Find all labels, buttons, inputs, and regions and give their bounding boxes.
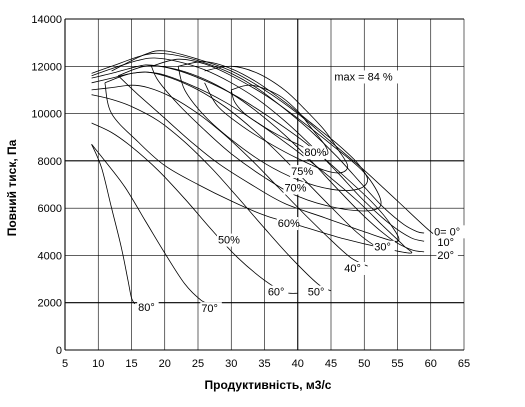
x-tick-label: 45 bbox=[325, 358, 337, 370]
annotation-bg bbox=[266, 285, 289, 299]
annotation-label: 50° bbox=[308, 287, 325, 299]
x-tick-label: 55 bbox=[391, 358, 403, 370]
x-tick-label: 5 bbox=[62, 358, 68, 370]
annotation-label: 70% bbox=[284, 183, 306, 195]
y-tick-label: 12000 bbox=[31, 61, 62, 73]
annotation-label: 75% bbox=[291, 166, 313, 178]
x-axis-title: Продуктивність, м3/с bbox=[205, 378, 332, 392]
x-tick-label: 30 bbox=[225, 358, 237, 370]
series-line bbox=[111, 50, 438, 236]
efficiency-contour bbox=[230, 84, 329, 156]
y-axis-title: Повний тиск, Па bbox=[5, 139, 19, 236]
annotation-label: 30° bbox=[374, 242, 391, 254]
y-tick-label: 2000 bbox=[38, 298, 62, 310]
x-tick-label: 40 bbox=[292, 358, 304, 370]
efficiency-contour bbox=[104, 71, 413, 254]
y-tick-label: 14000 bbox=[31, 14, 62, 26]
annotation-label: 10° bbox=[437, 237, 454, 249]
efficiency-contour bbox=[151, 58, 382, 212]
x-tick-label: 25 bbox=[192, 358, 204, 370]
annotation-label: 60% bbox=[278, 218, 300, 230]
y-tick-label: 6000 bbox=[38, 203, 62, 215]
annotation-bg bbox=[290, 165, 312, 179]
x-tick-label: 20 bbox=[159, 358, 171, 370]
efficiency-contour bbox=[177, 61, 369, 191]
annotation-label: 80% bbox=[304, 147, 326, 159]
annotation-bg bbox=[303, 146, 325, 160]
axis-ticks: 5 10 15 20 25 30 35 40 45 50 55 60 65 0 2000 4000 6000 80… bbox=[31, 14, 470, 370]
x-tick-label: 15 bbox=[125, 358, 137, 370]
y-tick-label: 0 bbox=[56, 345, 62, 357]
annotation-bg bbox=[433, 225, 468, 239]
annotation-label: 20° bbox=[437, 250, 454, 262]
annotation-label: 70° bbox=[201, 303, 218, 315]
annotation-bg bbox=[436, 235, 458, 249]
series-line bbox=[91, 57, 425, 242]
series-line bbox=[91, 52, 425, 234]
annotations: max = 84 % 80% 75% 70% 60% 50% 0= 0°10°20° 30° 4… bbox=[137, 70, 468, 316]
x-tick-label: 60 bbox=[425, 358, 437, 370]
series-line bbox=[91, 144, 136, 305]
x-tick-label: 50 bbox=[358, 358, 370, 370]
x-tick-label: 35 bbox=[258, 358, 270, 370]
annotation-label: 50% bbox=[218, 235, 240, 247]
annotation-bg bbox=[137, 300, 159, 314]
y-tick-label: 10000 bbox=[31, 109, 62, 121]
grid bbox=[64, 18, 465, 351]
x-tick-label: 10 bbox=[92, 358, 104, 370]
series-line bbox=[91, 94, 332, 292]
annotation-bg bbox=[306, 285, 329, 299]
annotation-bg bbox=[200, 302, 222, 316]
annotation-label: 40° bbox=[344, 263, 361, 275]
annotation-label: max = 84 % bbox=[334, 71, 393, 83]
efficiency-contour bbox=[204, 65, 349, 174]
annotation-bg bbox=[276, 217, 299, 231]
y-tick-label: 8000 bbox=[38, 156, 62, 168]
annotation-bg bbox=[343, 261, 365, 275]
annotation-label: 60° bbox=[268, 287, 285, 299]
series-line bbox=[91, 64, 425, 253]
annotation-bg bbox=[216, 233, 239, 247]
annotation-bg bbox=[283, 181, 305, 195]
y-tick-label: 4000 bbox=[38, 250, 62, 262]
annotation-bg bbox=[373, 240, 395, 254]
x-tick-label: 65 bbox=[458, 358, 470, 370]
efficiency-contour bbox=[117, 65, 400, 242]
annotation-label: 0= 0° bbox=[434, 226, 460, 238]
annotation-bg bbox=[436, 248, 458, 262]
annotation-label: 80° bbox=[138, 302, 155, 314]
series-line bbox=[91, 144, 212, 305]
annotation-bg bbox=[333, 70, 401, 84]
series-line bbox=[91, 84, 368, 267]
